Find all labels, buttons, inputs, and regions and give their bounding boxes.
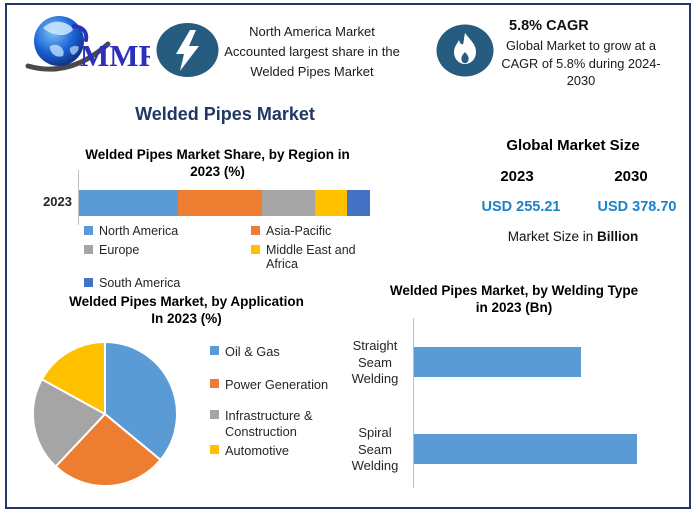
legend-label: Europe — [99, 243, 140, 257]
bar-segment-asia-pacific — [177, 190, 263, 216]
legend-label: South America — [99, 276, 181, 290]
legend-swatch — [84, 226, 93, 235]
cagr-line3: 2030 — [566, 73, 596, 88]
legend-swatch — [251, 226, 260, 235]
bar-label-straight-seam-welding: Straight Seam Welding — [351, 338, 399, 386]
bar-segment-middle-east-and-africa — [314, 190, 347, 216]
region-stacked-bar — [79, 190, 370, 216]
pie-slice-oil-gas — [104, 341, 178, 461]
application-chart-title: Welded Pipes Market, by Application In 2… — [69, 294, 304, 326]
pie-slice-automotive — [40, 341, 106, 415]
welding-type-chart-axis — [413, 318, 414, 488]
legend-item-infrastructure-construction: Infrastructure & Construction — [210, 408, 346, 440]
market-size-heading: Global Market Size — [506, 137, 640, 154]
legend-label: Automotive — [225, 443, 290, 458]
legend-label: Infrastructure & Construction — [225, 408, 313, 439]
market-size-value-2023: USD 255.21 — [481, 199, 561, 215]
lightning-bolt-icon — [156, 23, 219, 77]
market-size-note-unit: Billion — [597, 229, 639, 244]
flame-icon — [436, 24, 494, 77]
cagr-line1: Global Market to grow at a — [505, 38, 657, 53]
legend-item-oil-gas: Oil & Gas — [210, 344, 346, 360]
region-chart-legend: North America Asia-Pacific Europe Middle Ea… — [84, 224, 390, 290]
region-chart-category-label: 2023 — [43, 194, 72, 209]
page-title: Welded Pipes Market — [135, 104, 315, 124]
legend-label: Asia-Pacific — [266, 224, 332, 238]
market-size-value-2030: USD 378.70 — [597, 199, 677, 215]
bar-segment-europe — [262, 190, 315, 216]
legend-label: Oil & Gas — [225, 344, 280, 359]
market-size-year-2023: 2023 — [500, 168, 534, 185]
callout-cagr: 5.8% CAGR Global Market to grow at a CAG… — [495, 18, 667, 90]
pie-slice-power-generation — [54, 413, 162, 487]
legend-item-asia-pacific: Asia-Pacific — [251, 224, 390, 238]
callout1-line3: Welded Pipes Market — [250, 64, 374, 79]
market-size-note: Market Size in Billion — [507, 229, 639, 244]
application-pie-chart — [32, 341, 178, 487]
legend-item-middle-east-and-africa: Middle East and Africa — [251, 243, 390, 271]
legend-item-automotive: Automotive — [210, 443, 346, 459]
market-size-year-2030: 2030 — [614, 168, 648, 185]
callout1-line1: North America Market — [249, 24, 375, 39]
legend-label: North America — [99, 224, 179, 238]
legend-swatch — [210, 379, 219, 388]
legend-swatch — [210, 410, 219, 419]
border-frame — [5, 3, 691, 509]
legend-label: Power Generation — [225, 377, 329, 392]
welding-type-chart-title: Welded Pipes Market, by Welding Type in … — [389, 283, 639, 315]
region-chart-title: Welded Pipes Market Share, by Region in … — [85, 147, 350, 179]
callout-north-america: North America Market Accounted largest s… — [198, 22, 426, 82]
legend-item-power-generation: Power Generation — [210, 377, 346, 393]
region-chart-axis — [78, 170, 79, 225]
bar-spiral-seam-welding — [414, 434, 637, 464]
callout1-line2: Accounted largest share in the — [224, 44, 400, 59]
bar-label-spiral-seam-welding: Spiral Seam Welding — [351, 425, 399, 473]
bar-segment-south-america — [346, 190, 370, 216]
legend-swatch — [210, 346, 219, 355]
legend-item-south-america: South America — [84, 276, 251, 290]
mmr-logo: MMR — [25, 16, 150, 73]
legend-swatch — [251, 245, 260, 254]
cagr-heading: 5.8% CAGR — [509, 18, 589, 34]
legend-swatch — [210, 445, 219, 454]
pie-slice-infrastructure-construction — [32, 378, 106, 468]
legend-swatch — [84, 245, 93, 254]
bar-segment-north-america — [79, 190, 178, 216]
legend-item-europe: Europe — [84, 243, 251, 271]
legend-swatch — [84, 278, 93, 287]
legend-label: Middle East and Africa — [266, 243, 356, 271]
cagr-line2: CAGR of 5.8% during 2024- — [501, 55, 661, 71]
legend-item-north-america: North America — [84, 224, 251, 238]
logo-swoosh — [25, 41, 111, 72]
bar-straight-seam-welding — [414, 347, 581, 377]
brand-text: MMR — [80, 38, 150, 73]
